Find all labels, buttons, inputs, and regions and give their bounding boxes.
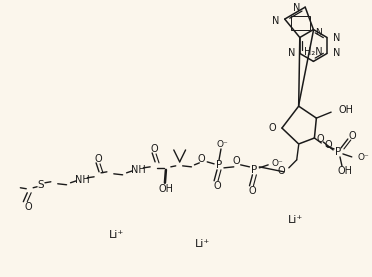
Text: O: O: [198, 154, 205, 164]
Text: N: N: [272, 16, 280, 26]
Text: N: N: [288, 48, 295, 58]
Text: Li⁺: Li⁺: [288, 215, 303, 225]
Text: O: O: [213, 181, 221, 191]
Text: O⁻: O⁻: [216, 140, 228, 150]
Text: N: N: [333, 32, 340, 42]
Text: O: O: [277, 166, 285, 176]
Text: N: N: [315, 28, 322, 37]
Text: OH: OH: [338, 105, 353, 115]
Text: O: O: [324, 140, 332, 150]
Text: H₂N: H₂N: [304, 47, 323, 57]
Text: O: O: [317, 134, 324, 144]
Text: O: O: [25, 202, 32, 212]
Text: N: N: [333, 48, 340, 58]
Text: O: O: [248, 186, 256, 196]
Text: NH: NH: [131, 165, 146, 175]
Text: NH: NH: [75, 175, 90, 185]
Text: O⁻: O⁻: [358, 153, 369, 162]
Text: O: O: [349, 131, 357, 141]
Text: P: P: [251, 165, 257, 175]
Text: P: P: [216, 160, 222, 170]
Text: O⁻: O⁻: [271, 159, 283, 168]
Text: N: N: [293, 3, 300, 13]
Text: O: O: [233, 156, 241, 166]
Text: O: O: [269, 123, 276, 133]
Text: S: S: [38, 180, 44, 190]
Text: Li⁺: Li⁺: [195, 239, 210, 250]
Text: Li⁺: Li⁺: [109, 230, 124, 240]
Text: OH: OH: [337, 166, 352, 176]
Text: O: O: [94, 154, 102, 164]
Text: OH: OH: [158, 184, 173, 194]
Text: O: O: [150, 144, 158, 154]
Text: P: P: [335, 147, 341, 157]
